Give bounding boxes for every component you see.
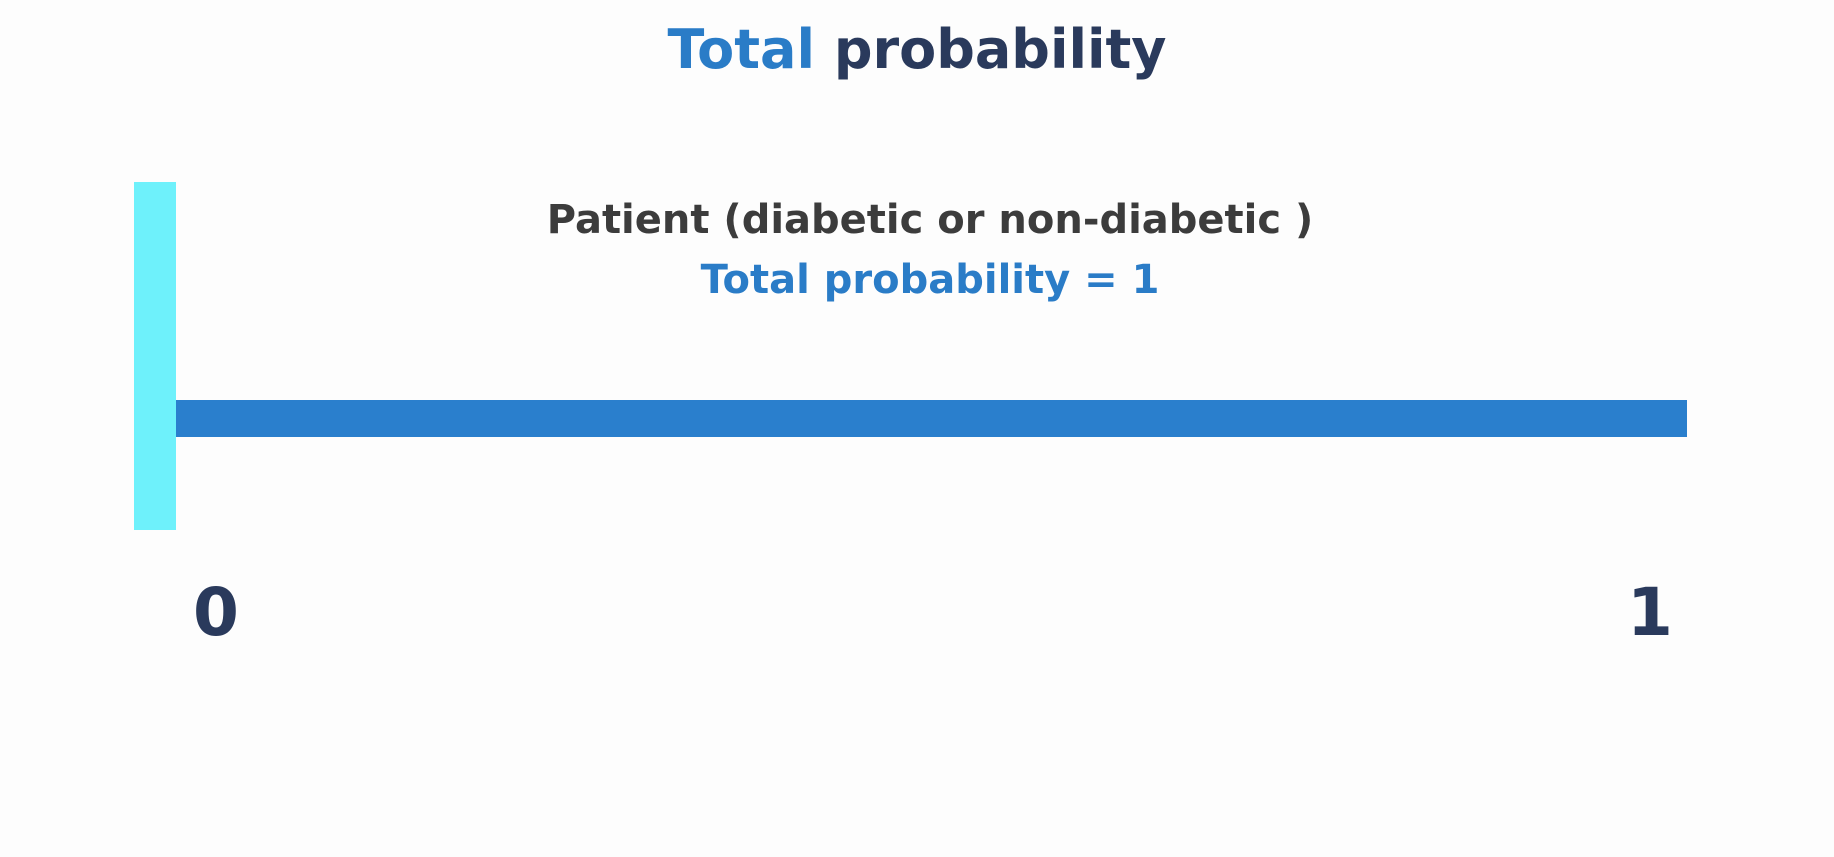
title-highlight: Total [667, 18, 816, 81]
probability-marker [134, 182, 176, 530]
axis-min-label: 0 [193, 574, 239, 651]
probability-number-line [134, 400, 1687, 437]
page-title: Total probability [0, 10, 1834, 90]
caption-patient: Patient (diabetic or non-diabetic ) [546, 197, 1314, 243]
title-rest: probability [815, 18, 1167, 81]
caption-total-probability: Total probability = 1 [700, 257, 1160, 303]
axis-max-label: 1 [1627, 574, 1673, 651]
